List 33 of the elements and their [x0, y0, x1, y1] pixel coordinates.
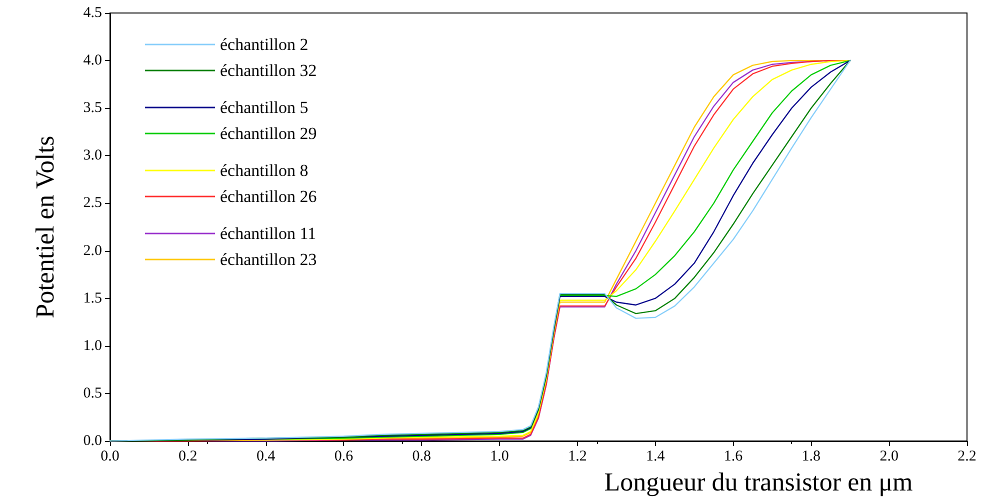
y-tick-label: 3.0 — [83, 148, 102, 164]
legend-label: échantillon 23 — [220, 250, 317, 269]
y-axis-title: Potentiel en Volts — [30, 136, 60, 318]
x-tick-label: 1.0 — [490, 448, 509, 464]
legend-label: échantillon 2 — [220, 35, 308, 54]
y-tick-label: 3.5 — [83, 100, 102, 116]
legend-label: échantillon 32 — [220, 61, 317, 80]
x-tick-label: 1.2 — [568, 448, 587, 464]
legend-label: échantillon 8 — [220, 161, 308, 180]
legend-label: échantillon 5 — [220, 98, 308, 117]
x-tick-label: 0.6 — [334, 448, 354, 464]
y-tick-label: 4.5 — [83, 5, 102, 21]
x-axis-title: Longueur du transistor en μm — [604, 467, 913, 496]
x-tick-label: 0.4 — [256, 448, 276, 464]
y-tick-label: 2.0 — [83, 242, 102, 259]
legend-label: échantillon 26 — [220, 187, 317, 206]
x-tick-label: 2.0 — [880, 448, 898, 464]
y-tick-label: 0.5 — [83, 385, 102, 402]
y-tick-label: 2.5 — [83, 195, 102, 212]
legend-label: échantillon 11 — [220, 224, 316, 243]
line-series — [109, 60, 851, 442]
x-tick-label: 1.6 — [724, 448, 744, 464]
legend-label: échantillon 29 — [220, 124, 317, 143]
x-tick-label: 1.4 — [646, 448, 666, 464]
x-tick-label: 1.8 — [802, 448, 821, 464]
y-tick-label: 1.5 — [83, 290, 102, 306]
y-tick-label: 1.0 — [83, 338, 102, 354]
y-tick-label: 4.0 — [83, 52, 102, 69]
x-tick-label: 2.2 — [958, 448, 976, 464]
x-tick-label: 0.2 — [178, 448, 198, 464]
x-tick-label: 0.0 — [100, 448, 120, 464]
x-tick-label: 0.8 — [412, 448, 432, 464]
y-tick-label: 0.0 — [83, 433, 102, 449]
